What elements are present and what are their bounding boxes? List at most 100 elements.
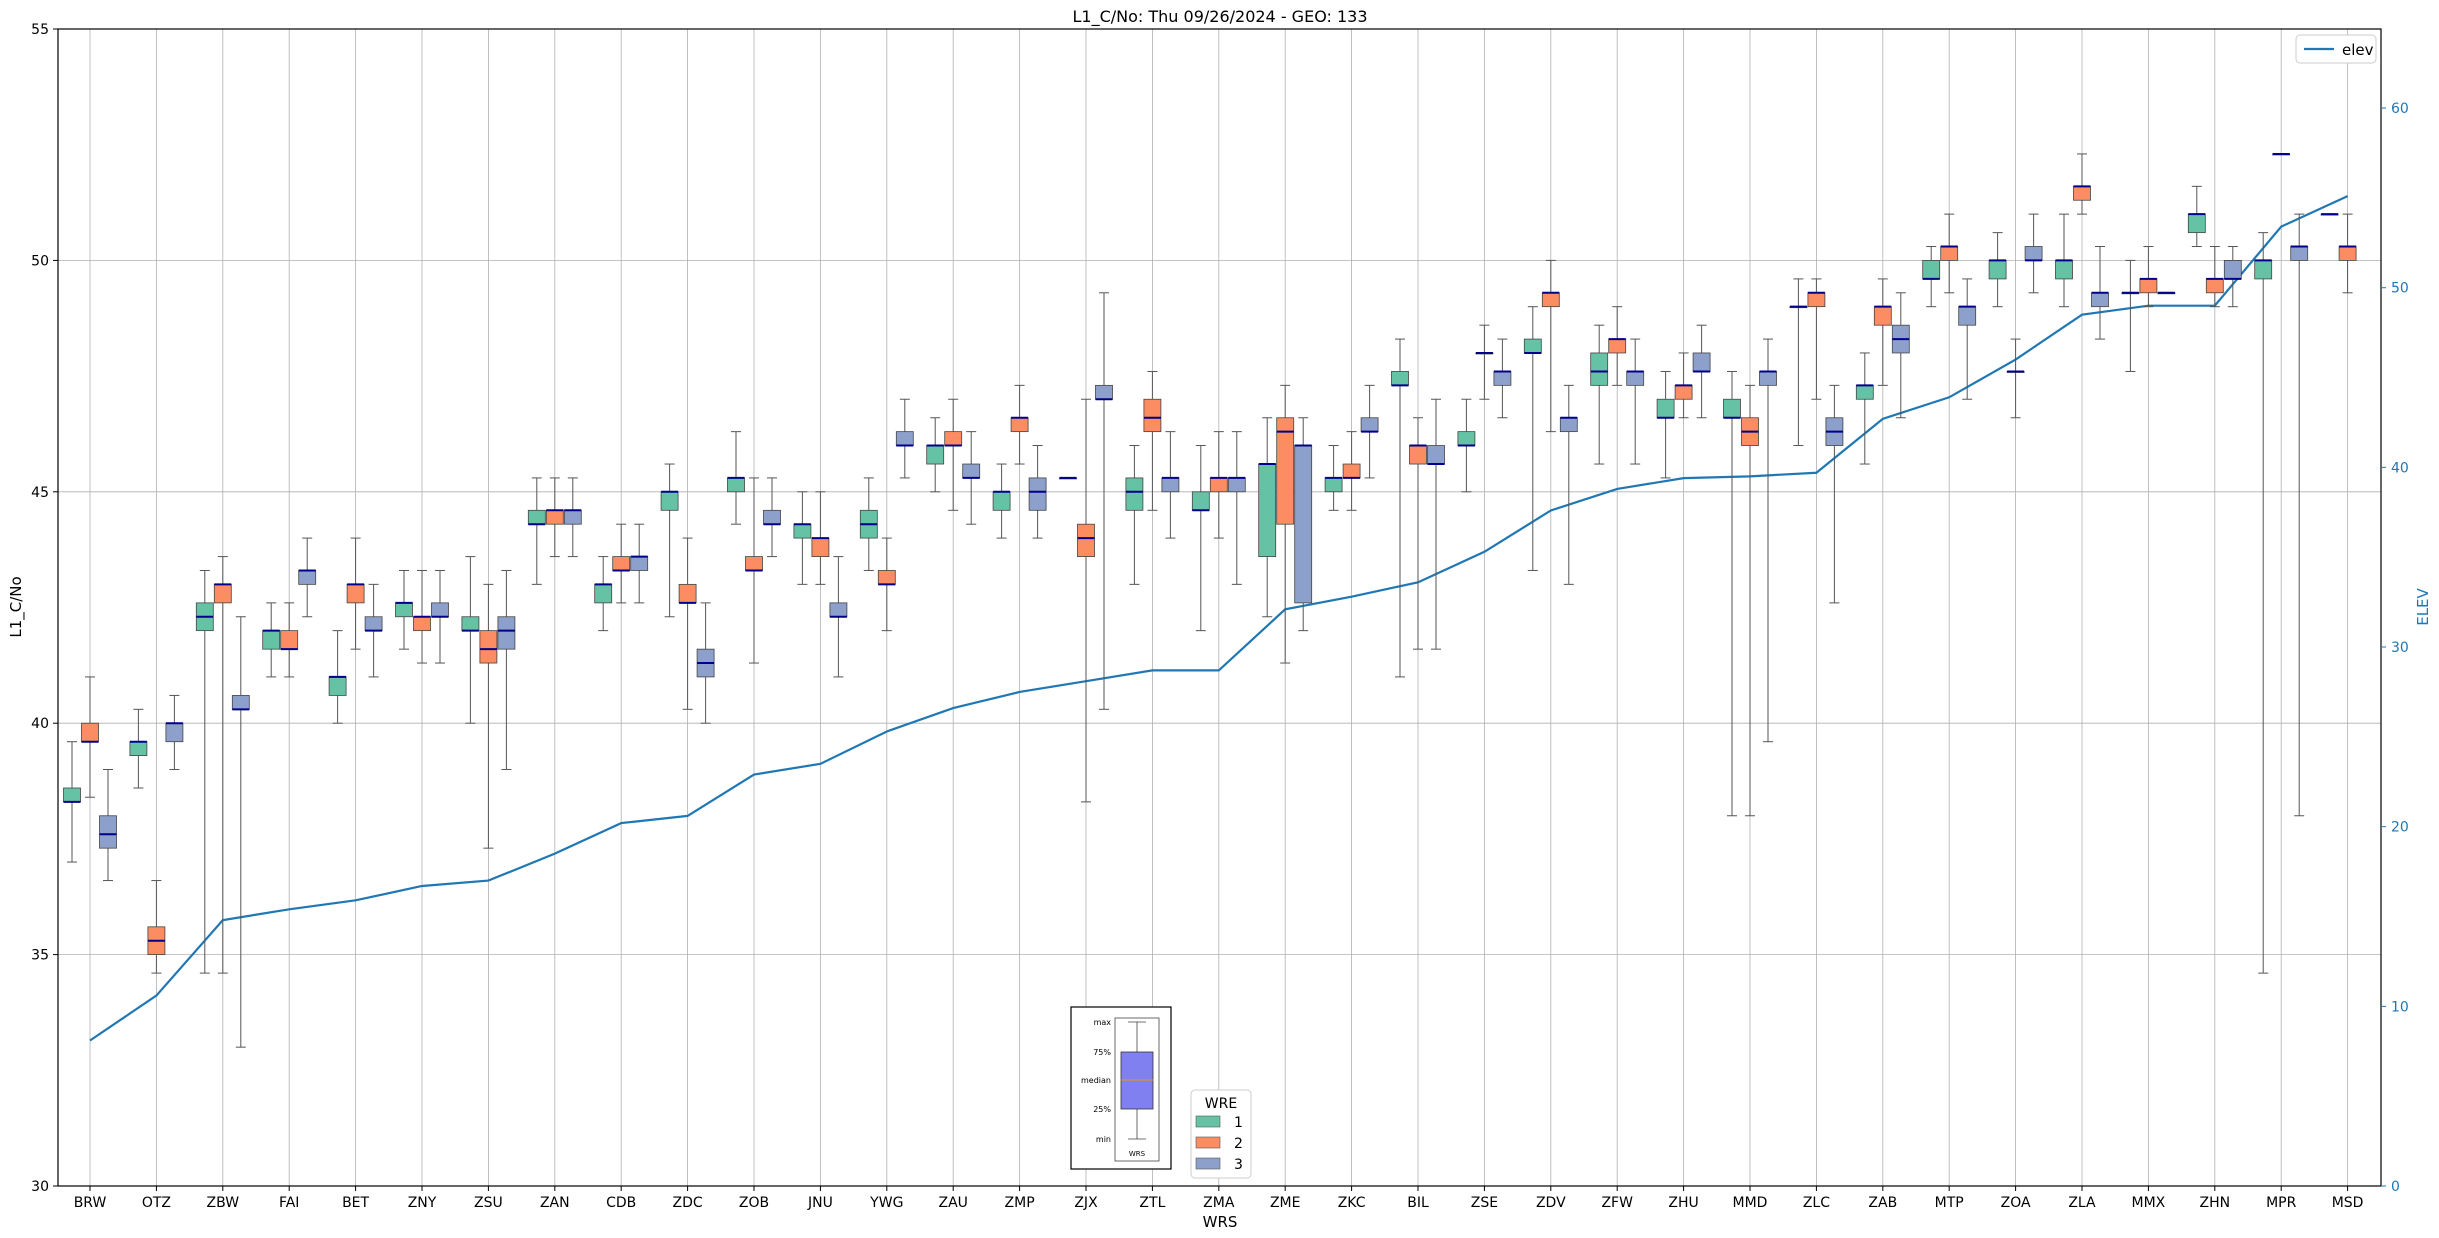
box-mmx-wre1 [2121, 259, 2140, 372]
box-body [962, 463, 981, 479]
y-tick-label: 55 [31, 22, 49, 38]
box-zkc-wre2 [1342, 431, 1361, 511]
x-tick-label: CDB [606, 1195, 636, 1211]
box-body [1143, 398, 1162, 433]
box-zsu-wre3 [497, 569, 516, 770]
box-body [1294, 445, 1313, 604]
box-mpr-wre1 [2254, 232, 2273, 974]
box-body [1095, 384, 1113, 400]
box-body [2024, 246, 2043, 261]
x-tick-label: ZHU [1668, 1195, 1698, 1211]
box-ztl-wre1 [1125, 445, 1144, 585]
x-tick-label: MPR [2266, 1195, 2297, 1211]
box-zkc-wre3 [1360, 384, 1379, 479]
box-body [1608, 338, 1627, 354]
box-bil-wre3 [1427, 398, 1445, 650]
box-body [1427, 445, 1445, 465]
y2-tick-label: 50 [2391, 281, 2409, 297]
x-tick-label: JNU [807, 1195, 833, 1211]
y2-tick-label: 60 [2391, 101, 2409, 117]
box-zma-wre2 [1209, 431, 1228, 539]
box-zau-wre1 [926, 417, 945, 493]
x-tick-label: ZJX [1074, 1195, 1098, 1211]
box-body [563, 509, 582, 525]
box-zse-wre3 [1493, 338, 1512, 419]
box-body [1227, 477, 1246, 493]
y-tick-label: 35 [31, 948, 49, 964]
box-mmd-wre2 [1741, 384, 1759, 817]
x-tick-label: ZSE [1471, 1195, 1498, 1211]
box-body [213, 583, 232, 604]
x-tick-label: ZLA [2068, 1195, 2096, 1211]
box-body [660, 491, 679, 511]
x-tick-label: YWG [869, 1195, 903, 1211]
box-body [2254, 259, 2273, 280]
box-bil-wre1 [1391, 338, 1409, 678]
box-fai-wre2 [280, 602, 299, 678]
box-body [280, 630, 299, 650]
box-body [346, 583, 365, 604]
box-body [1590, 352, 1609, 386]
box-body [944, 431, 963, 446]
y-tick-label: 50 [31, 253, 49, 269]
x-tick-label: BIL [1407, 1195, 1429, 1211]
y2-tick-label: 10 [2391, 999, 2409, 1015]
box-bet-wre3 [364, 583, 383, 678]
box-fai-wre3 [298, 537, 317, 618]
x-tick-label: BRW [74, 1195, 107, 1211]
x-axis-label: WRS [1203, 1213, 1238, 1231]
x-tick-label: ZSU [474, 1195, 503, 1211]
box-jnu-wre3 [829, 556, 848, 678]
box-mmx-wre3 [2157, 291, 2176, 295]
x-tick-label: OTZ [142, 1195, 171, 1211]
box-body [895, 431, 914, 446]
box-body [727, 477, 745, 493]
box-zhu-wre3 [1692, 324, 1711, 419]
wre-legend-swatch-2 [1195, 1136, 1221, 1149]
y-tick-label: 30 [31, 1179, 49, 1195]
box-zmp-wre2 [1010, 384, 1029, 465]
box-zfw-wre1 [1590, 324, 1609, 465]
box-zny-wre2 [413, 569, 431, 664]
box-body [678, 583, 697, 604]
x-tick-label: ZTL [1139, 1195, 1165, 1211]
box-body [1922, 259, 1941, 280]
box-jnu-wre1 [793, 491, 812, 585]
box-mmd-wre3 [1759, 338, 1777, 743]
box-ywg-wre2 [877, 537, 896, 632]
box-brw-wre1 [63, 741, 81, 863]
box-zoa-wre3 [2024, 213, 2043, 294]
x-tick-label: ZAB [1868, 1195, 1897, 1211]
box-cdb-wre2 [612, 523, 631, 604]
box-body [612, 556, 631, 571]
box-zla-wre3 [2091, 246, 2109, 340]
box-zfw-wre3 [1626, 338, 1645, 465]
box-zbw-wre2 [213, 556, 232, 974]
box-body [431, 602, 449, 618]
key-label-q1: 25% [1093, 1105, 1111, 1114]
box-zan-wre1 [527, 477, 546, 585]
y2-tick-label: 0 [2391, 1179, 2400, 1195]
box-zdv-wre2 [1541, 259, 1560, 433]
box-bil-wre2 [1409, 417, 1427, 650]
box-bet-wre1 [328, 630, 347, 724]
box-body [2073, 185, 2091, 201]
box-ztl-wre3 [1161, 431, 1180, 539]
box-jnu-wre2 [811, 491, 830, 585]
box-zau-wre3 [962, 431, 981, 525]
box-zmp-wre3 [1028, 445, 1047, 539]
x-tick-label: FAI [279, 1195, 299, 1211]
box-mtp-wre2 [1940, 213, 1959, 294]
box-zjx-wre2 [1077, 398, 1095, 803]
box-zdv-wre1 [1523, 306, 1542, 571]
y2-tick-label: 40 [2391, 460, 2409, 476]
box-body [1559, 417, 1578, 433]
wre-legend-label-2: 2 [1234, 1136, 1243, 1152]
box-cdb-wre1 [594, 556, 613, 632]
box-zab-wre2 [1873, 278, 1892, 386]
wre-legend: WRE 1 2 3 [1190, 1089, 1252, 1179]
box-key-inset: max 75% median 25% min WRS [1070, 1006, 1172, 1170]
y-tick-label: 40 [31, 716, 49, 732]
